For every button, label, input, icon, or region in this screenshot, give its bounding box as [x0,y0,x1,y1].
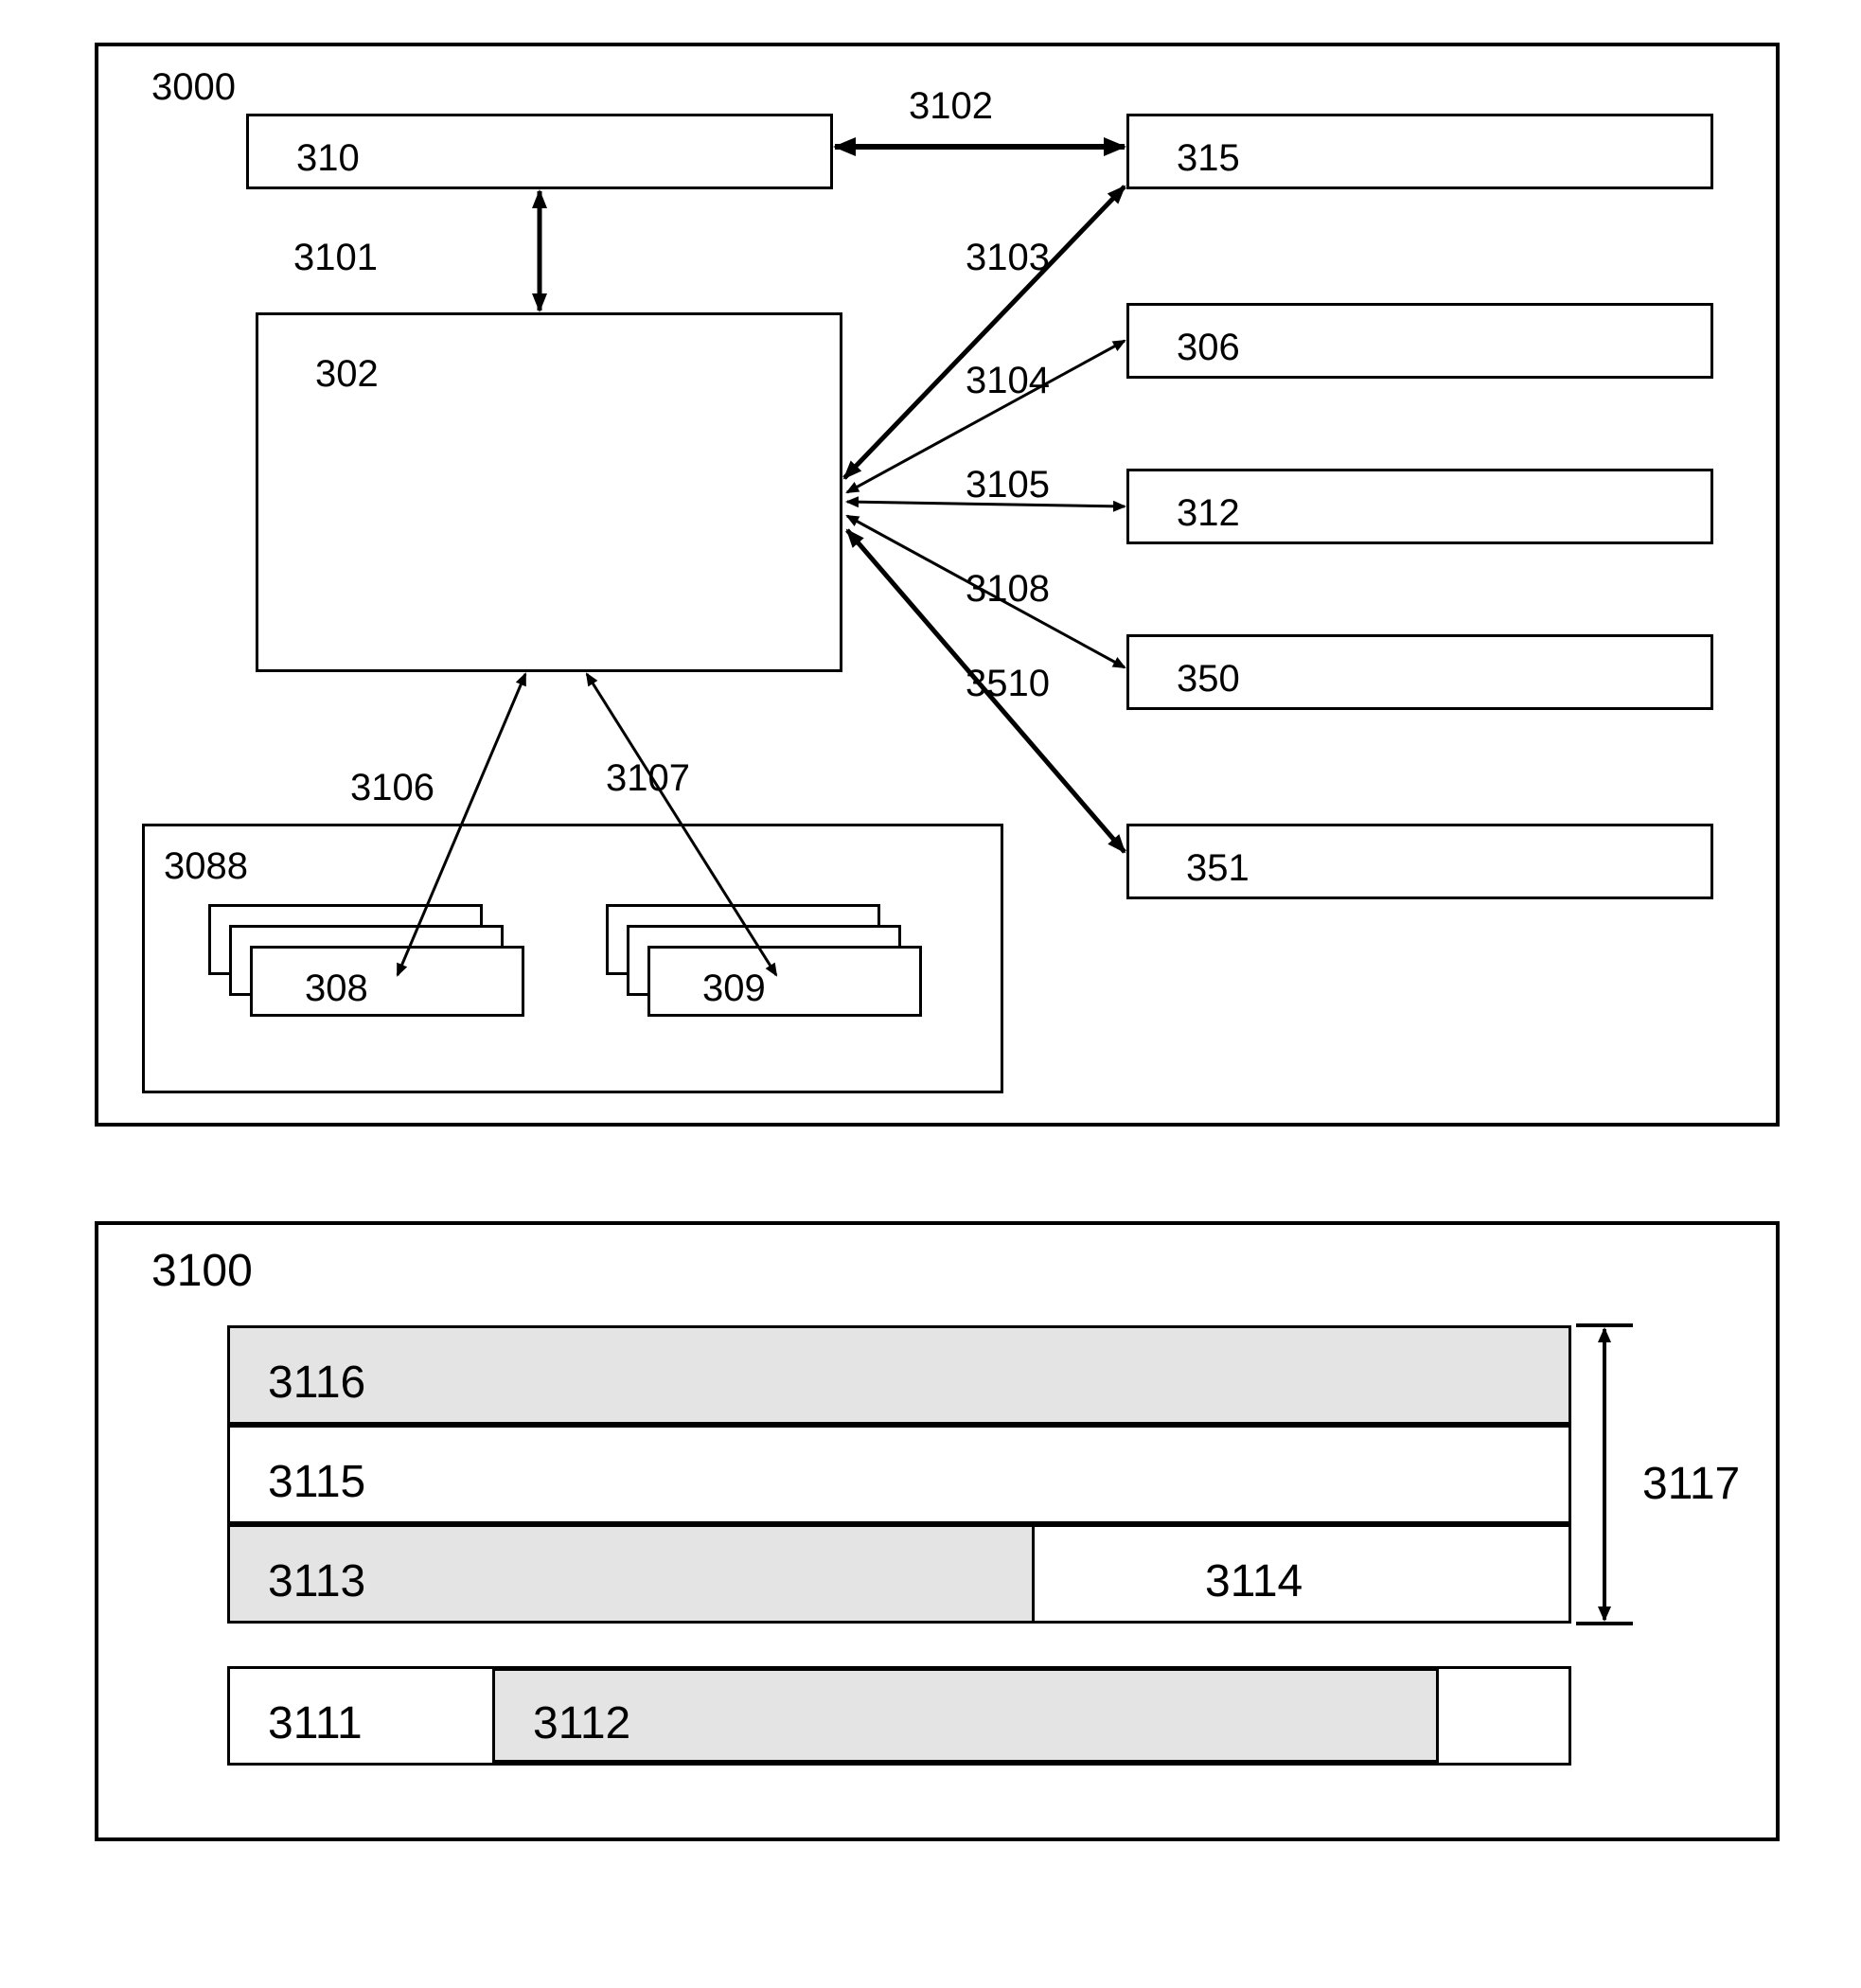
node-312: 312 [1126,469,1713,544]
edge-3108-label: 3108 [966,568,1050,611]
overlay-3114: 3114 [1032,1524,1571,1624]
edge-3510-label: 3510 [966,663,1050,705]
row-3116: 3116 [227,1325,1571,1425]
edge-3102-label: 3102 [909,85,993,128]
node-306-label: 306 [1177,327,1240,369]
edge-3107-label: 3107 [606,757,690,800]
overlay-3114-label: 3114 [1205,1555,1303,1607]
node-302: 302 [256,312,842,672]
node-312-label: 312 [1177,492,1240,535]
node-351-label: 351 [1186,847,1250,890]
edge-3103-label: 3103 [966,237,1050,279]
row-3115: 3115 [227,1425,1571,1524]
page-canvas: 3000 310 302 315 306 312 350 351 3088 30… [0,0,1861,1988]
stack-308-card: 308 [250,946,524,1017]
node-302-label: 302 [315,353,379,396]
edge-3104-label: 3104 [966,360,1050,402]
edge-3105-label: 3105 [966,464,1050,506]
stack-309-label: 309 [702,967,766,1010]
node-315-label: 315 [1177,137,1240,180]
stack-308-label: 308 [305,967,368,1010]
node-351: 351 [1126,824,1713,899]
panel-3000-label: 3000 [151,66,236,109]
row-3111-label: 3111 [268,1697,363,1749]
bracket-3117-label: 3117 [1642,1458,1740,1510]
node-310-label: 310 [296,137,360,180]
edge-3101-label: 3101 [293,237,378,279]
node-315: 315 [1126,114,1713,189]
row-3113-label: 3113 [268,1555,365,1607]
overlay-3112: 3112 [492,1668,1439,1763]
row-3115-label: 3115 [268,1456,365,1508]
node-3088-label: 3088 [164,845,248,888]
node-350-label: 350 [1177,658,1240,701]
edge-3106-label: 3106 [350,767,434,809]
overlay-3112-label: 3112 [533,1697,630,1749]
panel-3100-label: 3100 [151,1245,253,1297]
row-3116-label: 3116 [268,1357,365,1409]
node-310: 310 [246,114,833,189]
stack-309-card: 309 [647,946,922,1017]
node-306: 306 [1126,303,1713,379]
node-350: 350 [1126,634,1713,710]
